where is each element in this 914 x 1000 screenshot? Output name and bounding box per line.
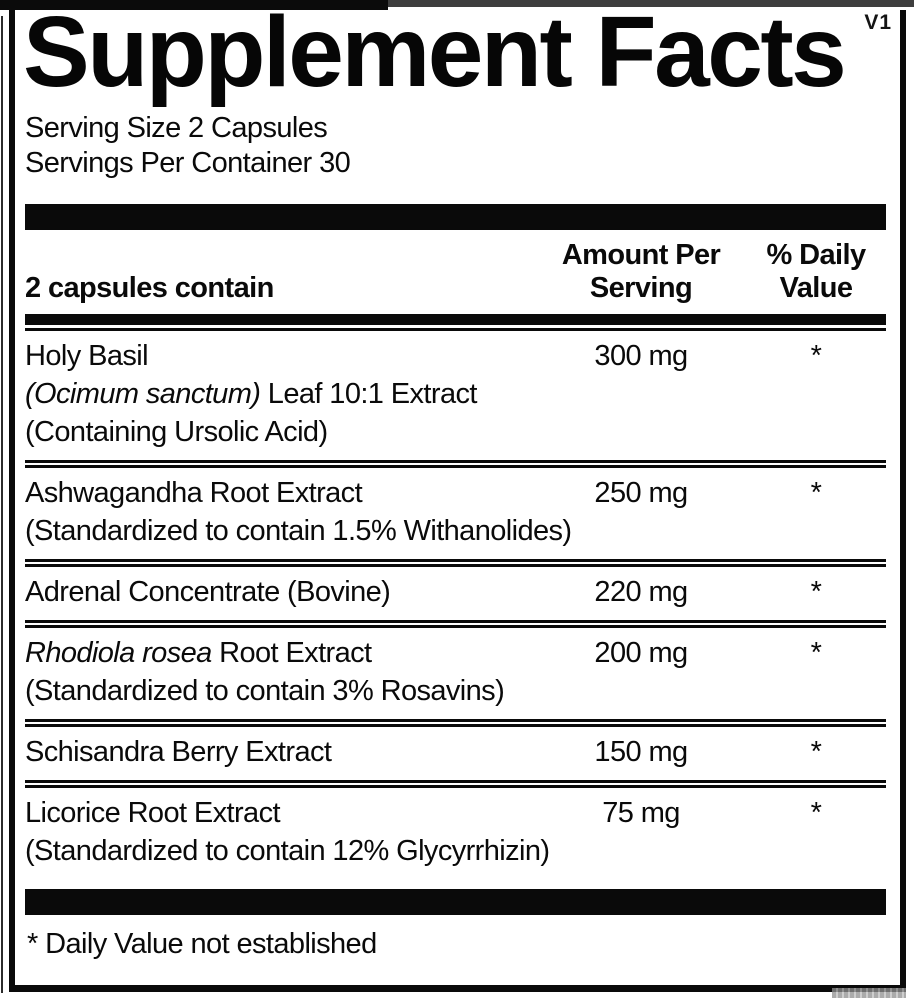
- row-separator: [25, 719, 886, 727]
- ingredient-amount: 220 mg: [594, 576, 688, 608]
- ingredient-daily-value: *: [810, 736, 822, 768]
- serving-info: Serving Size 2 Capsules Servings Per Con…: [25, 111, 886, 181]
- serving-size-text: Serving Size 2 Capsules: [25, 112, 328, 144]
- scan-artifact-mark: [832, 988, 906, 998]
- ingredient-amount: 150 mg: [594, 736, 688, 768]
- divider-bar-bottom: [25, 889, 886, 915]
- row-separator: [25, 460, 886, 468]
- outer-left-line: [1, 16, 3, 993]
- ingredient-amount: 200 mg: [594, 637, 688, 669]
- page-title: Supplement Facts: [23, 0, 847, 108]
- ingredient-detail: (Standardized to contain 1.5% Withanolid…: [25, 515, 572, 547]
- ingredient-detail: (Ocimum sanctum) Leaf 10:1 Extract: [25, 378, 477, 410]
- header-amount-line1: Amount Per: [561, 239, 721, 271]
- header-dv-line1: % Daily: [766, 239, 867, 271]
- version-tag: V1: [864, 11, 892, 34]
- ingredient-row: Schisandra Berry Extract 150 mg *: [25, 727, 886, 780]
- ingredient-name: Adrenal Concentrate (Bovine): [25, 576, 391, 608]
- ingredient-detail: (Standardized to contain 12% Glycyrrhizi…: [25, 835, 550, 867]
- ingredient-row: Ashwagandha Root Extract 250 mg * (Standard…: [25, 468, 886, 559]
- ingredient-name: Schisandra Berry Extract: [25, 736, 332, 768]
- ingredient-name: Holy Basil: [25, 340, 149, 372]
- header-col-amount: Amount Per Serving: [536, 239, 746, 305]
- header-col-daily-value: % Daily Value: [746, 239, 886, 305]
- servings-per-container-text: Servings Per Container 30: [25, 147, 351, 179]
- top-border-bar-gray-segment: [388, 0, 914, 7]
- daily-value-footnote: * Daily Value not established: [27, 928, 377, 960]
- row-separator: [25, 620, 886, 628]
- ingredient-row: Rhodiola rosea Root Extract 200 mg * (Stand…: [25, 628, 886, 719]
- ingredient-daily-value: *: [810, 797, 822, 829]
- ingredient-row: Licorice Root Extract 75 mg * (Standardized…: [25, 788, 886, 879]
- table-rows: Holy Basil 300 mg * (Ocimum sanctum) Leaf 1…: [25, 331, 886, 879]
- header-col-contains: 2 capsules contain: [25, 272, 274, 304]
- ingredient-detail: (Containing Ursolic Acid): [25, 416, 328, 448]
- row-separator: [25, 559, 886, 567]
- ingredient-amount: 300 mg: [594, 340, 688, 372]
- divider-rule-header: [25, 314, 886, 331]
- ingredient-daily-value: *: [810, 637, 822, 669]
- top-border-bar: [0, 0, 914, 10]
- ingredient-daily-value: *: [810, 477, 822, 509]
- ingredient-row: Holy Basil 300 mg * (Ocimum sanctum) Leaf 1…: [25, 331, 886, 460]
- ingredient-row: Adrenal Concentrate (Bovine) 220 mg *: [25, 567, 886, 620]
- ingredient-daily-value: *: [810, 576, 822, 608]
- header-dv-line2: Value: [779, 272, 853, 304]
- table-header: 2 capsules contain Amount Per Serving % …: [25, 239, 886, 305]
- row-separator: [25, 780, 886, 788]
- ingredient-name: Rhodiola rosea Root Extract: [25, 637, 372, 669]
- top-border-bar-dark-segment: [0, 0, 389, 10]
- divider-bar-top: [25, 204, 886, 230]
- ingredient-amount: 75 mg: [602, 797, 680, 829]
- ingredient-daily-value: *: [810, 340, 822, 372]
- header-amount-line2: Serving: [589, 272, 693, 304]
- label-box: V1 Supplement Facts Serving Size 2 Capsu…: [9, 2, 906, 992]
- ingredient-amount: 250 mg: [594, 477, 688, 509]
- ingredient-name: Licorice Root Extract: [25, 797, 281, 829]
- ingredient-name: Ashwagandha Root Extract: [25, 477, 363, 509]
- ingredient-detail: (Standardized to contain 3% Rosavins): [25, 675, 505, 707]
